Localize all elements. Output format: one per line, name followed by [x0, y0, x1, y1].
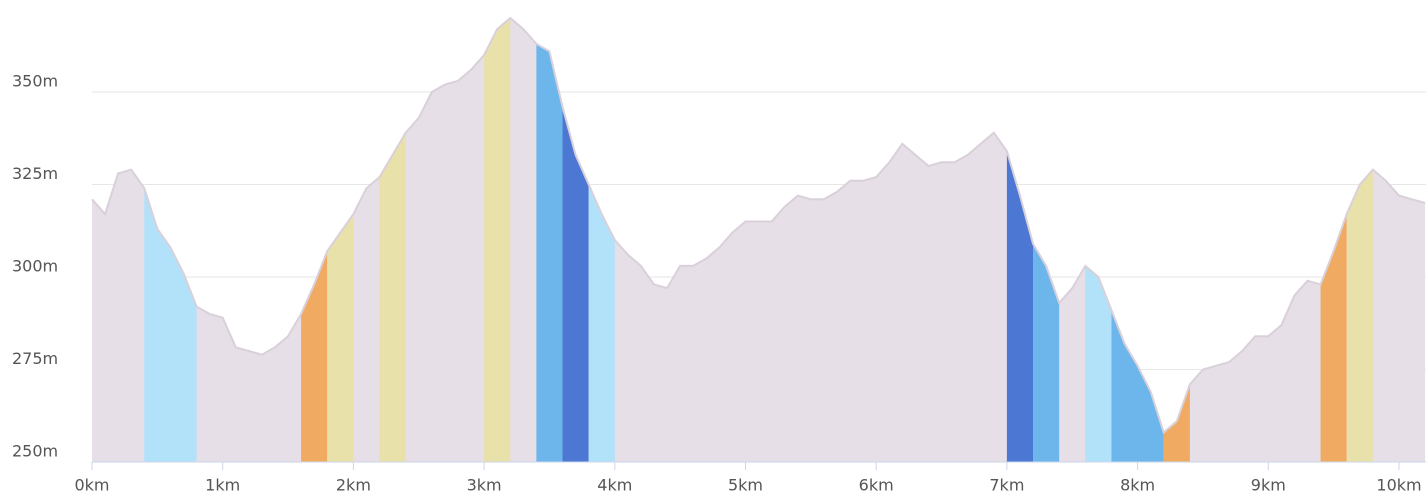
x-tick-label: 1km: [205, 476, 240, 495]
x-tick-label: 0km: [74, 476, 109, 495]
y-tick-label: 325m: [12, 164, 58, 183]
x-tick-label: 3km: [467, 476, 502, 495]
y-tick-label: 250m: [12, 442, 58, 461]
x-tick-label: 8km: [1120, 476, 1155, 495]
gradient-band: [301, 18, 328, 462]
x-tick-label: 2km: [336, 476, 371, 495]
elevation-line: [91, 16, 1426, 435]
x-tick-label: 7km: [989, 476, 1024, 495]
gradient-band: [1346, 18, 1373, 462]
x-tick-label: 5km: [728, 476, 763, 495]
y-tick-label: 350m: [12, 72, 58, 91]
gradient-band: [1320, 18, 1347, 462]
gradient-band: [562, 18, 589, 462]
x-tick-label: 6km: [859, 476, 894, 495]
gradient-band: [379, 18, 406, 462]
gradient-band: [1033, 18, 1060, 462]
gradient-band: [144, 18, 197, 462]
elevation-area: [92, 18, 1426, 462]
gradient-band: [484, 18, 511, 462]
y-tick-label: 275m: [12, 349, 58, 368]
x-tick-label: 9km: [1251, 476, 1286, 495]
y-tick-label: 300m: [12, 257, 58, 276]
gradient-band: [1085, 18, 1112, 462]
gradient-band: [1111, 18, 1164, 462]
gradient-band: [536, 18, 563, 462]
x-tick-label: 4km: [597, 476, 632, 495]
x-tick-label: 10km: [1376, 476, 1421, 495]
